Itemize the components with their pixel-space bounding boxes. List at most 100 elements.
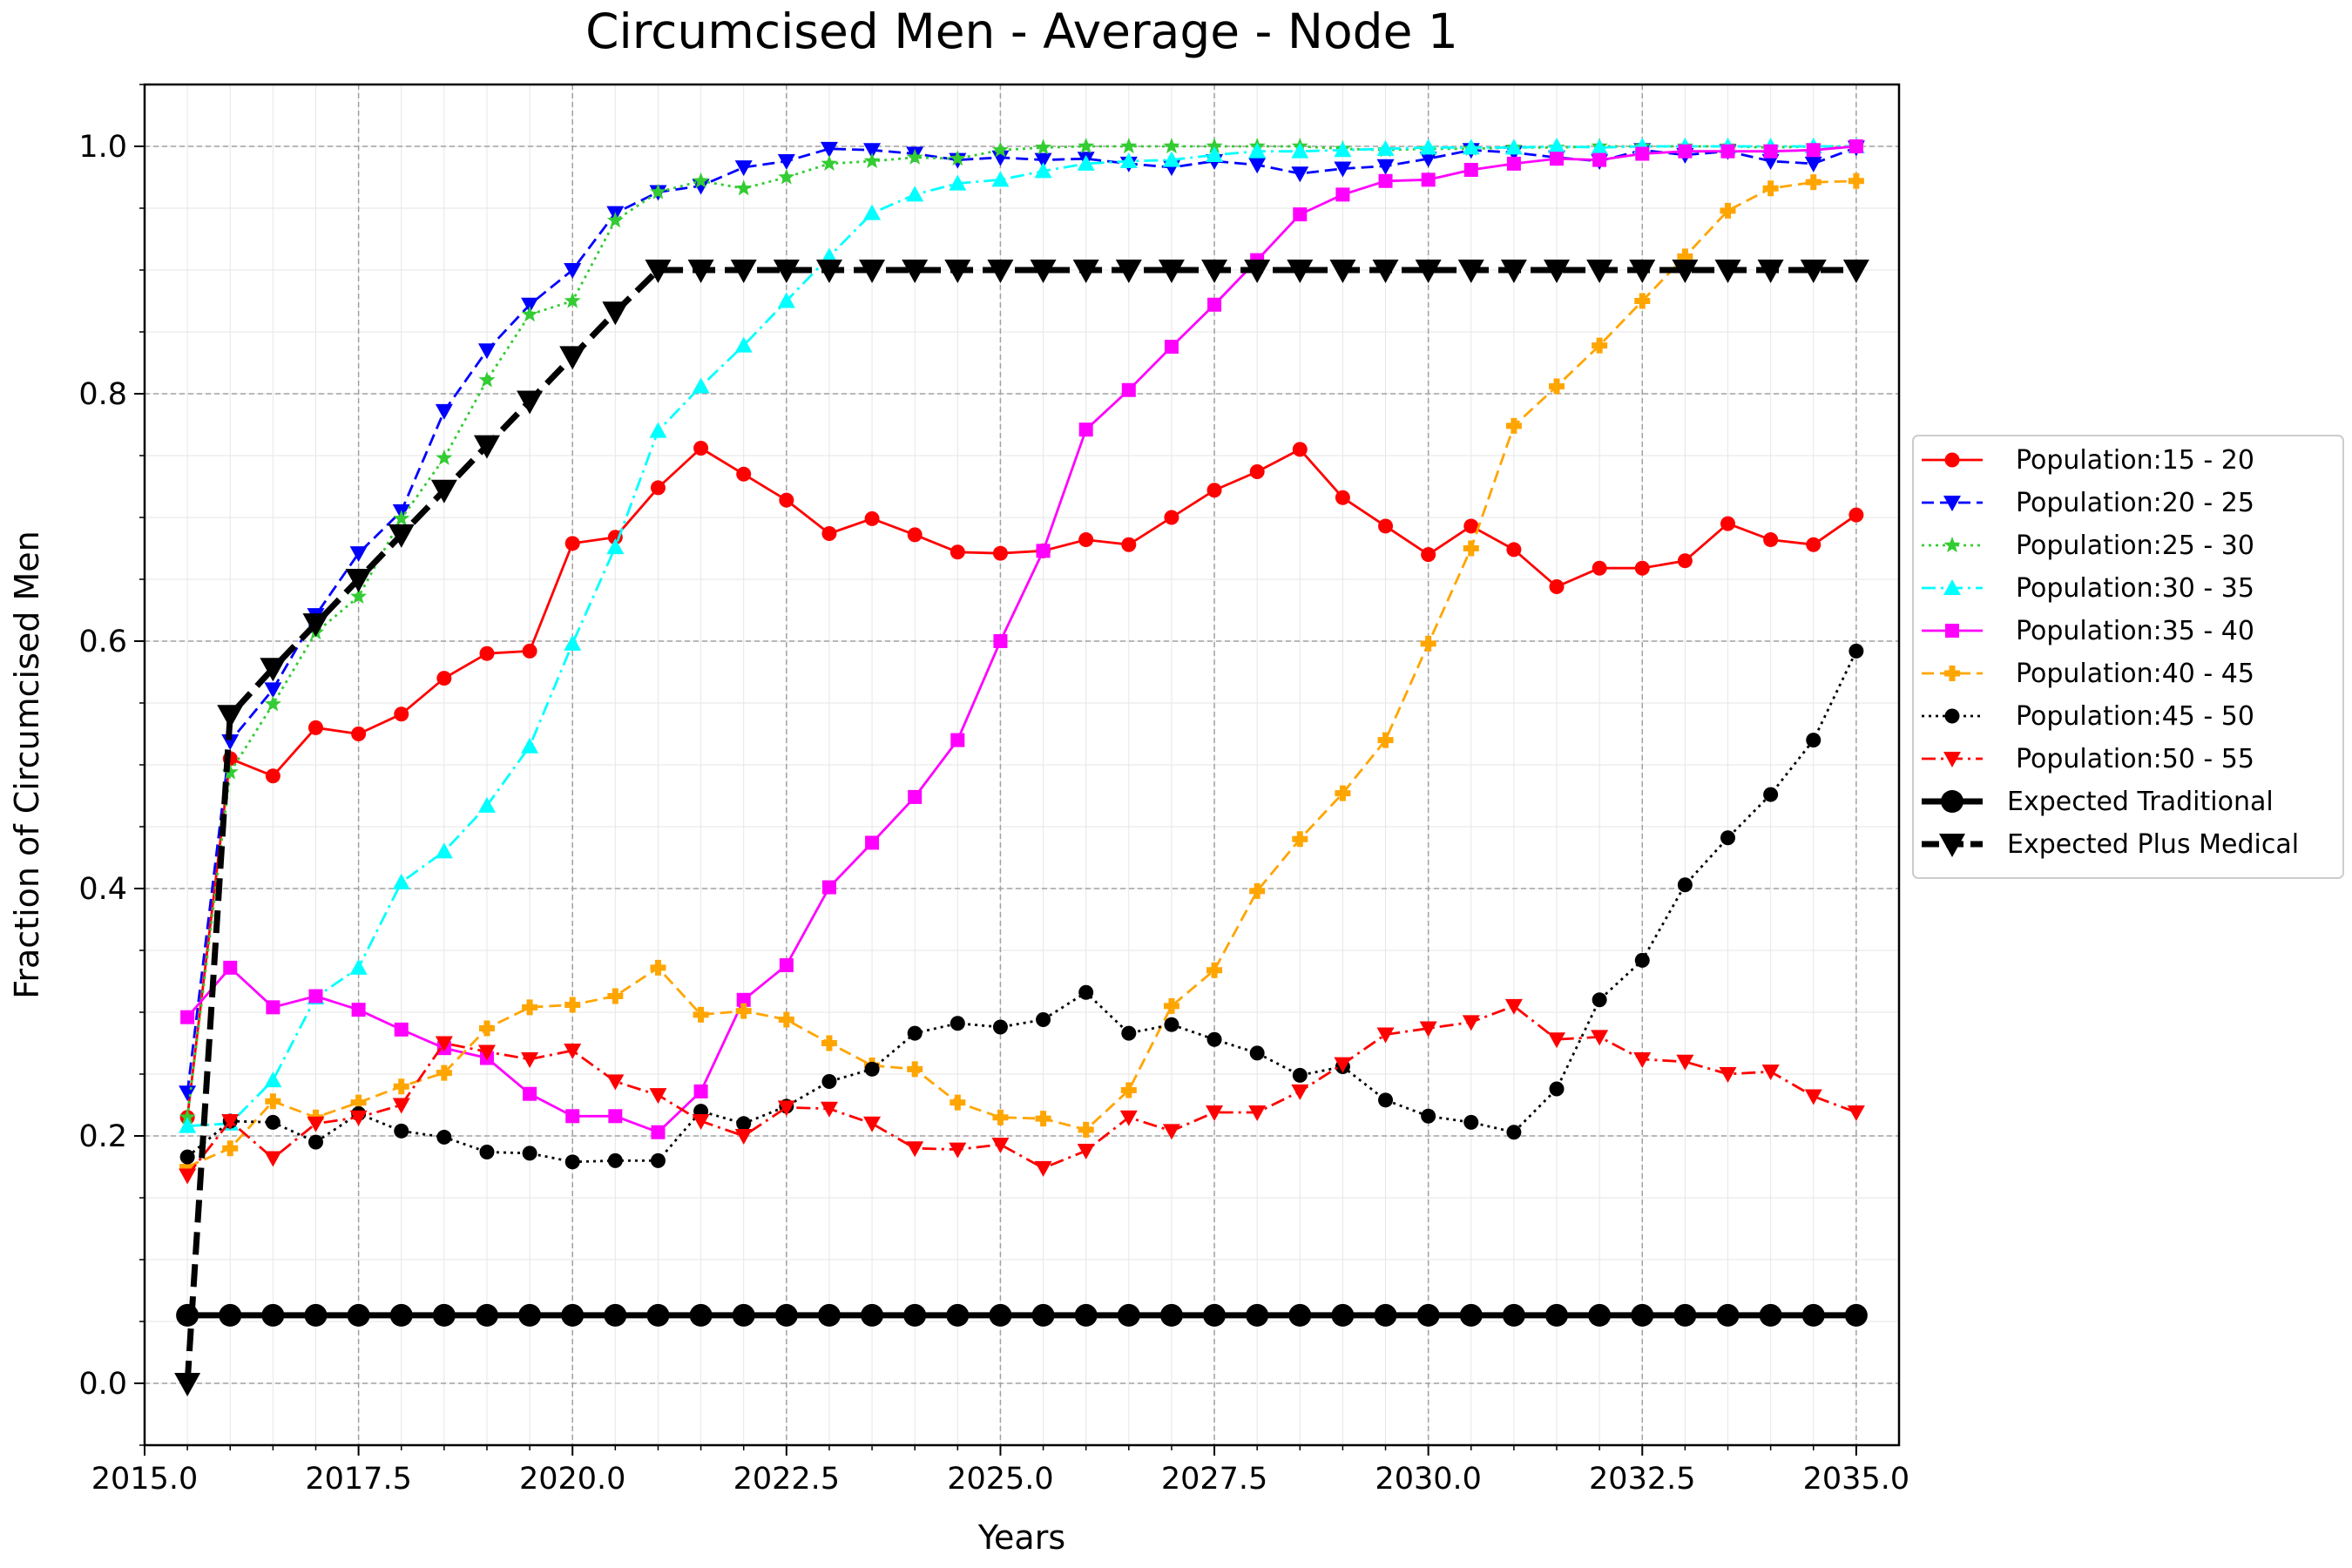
data-point [650, 959, 666, 976]
data-point [1077, 154, 1095, 171]
data-point [1944, 666, 1960, 681]
data-point [1678, 144, 1693, 159]
data-point [950, 1094, 966, 1111]
data-point [1945, 624, 1959, 638]
data-point [1550, 152, 1565, 166]
data-point [392, 873, 410, 889]
data-point [1463, 518, 1479, 534]
data-point [308, 989, 323, 1004]
x-tick-label: 2032.5 [1589, 1462, 1695, 1497]
data-point [1291, 166, 1309, 183]
x-tick-label: 2017.5 [305, 1462, 411, 1497]
series-line [184, 267, 1856, 1384]
data-point [1588, 1303, 1612, 1327]
data-point [1720, 830, 1736, 846]
data-point [1720, 144, 1735, 159]
series-line [186, 145, 1856, 1118]
data-point [821, 1035, 837, 1051]
data-point [949, 150, 966, 166]
data-point [602, 301, 629, 326]
data-point [902, 260, 929, 283]
data-point [522, 643, 537, 659]
data-point [650, 183, 666, 199]
data-point [388, 524, 415, 548]
data-point [523, 1086, 537, 1101]
data-point [435, 842, 453, 859]
data-point [606, 1074, 625, 1091]
data-point [907, 527, 923, 543]
data-point [1548, 138, 1566, 153]
data-point [689, 1303, 713, 1327]
data-point [1635, 146, 1650, 161]
x-tick-label: 2022.5 [733, 1462, 840, 1497]
data-point [777, 154, 795, 171]
data-point [651, 1125, 666, 1139]
data-point [350, 1094, 367, 1111]
data-point [1159, 1303, 1183, 1327]
data-point [1504, 139, 1523, 155]
data-point [1716, 1303, 1740, 1327]
data-point [260, 658, 287, 682]
series-population-50-55 [179, 998, 1865, 1185]
chart-title: Circumcised Men - Average - Node 1 [585, 3, 1458, 59]
data-point [1943, 579, 1961, 595]
data-point [1943, 496, 1961, 511]
data-point [1757, 260, 1784, 283]
data-point [604, 1303, 627, 1327]
data-point [687, 260, 714, 283]
data-point [1848, 643, 1864, 659]
data-point [864, 1061, 880, 1077]
data-point [1291, 1084, 1309, 1100]
data-point [863, 143, 882, 159]
data-point [1633, 1051, 1652, 1068]
data-point [606, 538, 625, 555]
data-point [564, 997, 581, 1013]
data-point [1805, 174, 1821, 191]
data-point [649, 1088, 667, 1105]
data-point [221, 1113, 240, 1130]
legend-label: Population:35 - 40 [2016, 616, 2254, 646]
data-point [564, 1044, 582, 1060]
data-point [1549, 1081, 1565, 1097]
data-point [1592, 560, 1607, 576]
data-point [1806, 143, 1821, 158]
data-point [1762, 180, 1779, 197]
data-point [1634, 952, 1650, 968]
data-point [1673, 1303, 1697, 1327]
data-point [815, 260, 842, 283]
data-point [478, 1020, 495, 1037]
y-tick-label: 0.2 [78, 1119, 127, 1154]
data-point [345, 569, 372, 592]
data-point [1335, 187, 1350, 202]
series-line [187, 145, 1856, 1127]
data-point [1206, 483, 1222, 498]
y-tick-label: 0.6 [78, 625, 127, 659]
data-point [1078, 532, 1094, 548]
data-point [522, 1146, 537, 1161]
data-point [1249, 463, 1265, 479]
data-point [308, 720, 323, 735]
data-point [1034, 1160, 1052, 1177]
data-point [1944, 708, 1960, 724]
data-point [1378, 1092, 1394, 1108]
x-tick-label: 2020.0 [519, 1462, 625, 1497]
data-point [394, 1022, 409, 1037]
data-point [521, 306, 538, 322]
data-point [821, 1074, 837, 1090]
axis-ticks: 2015.0 2017.5 2020.0 2022.5 2025.0 2027.5 2030… [78, 84, 1909, 1497]
data-point [1246, 1303, 1269, 1327]
data-point [1462, 139, 1480, 155]
data-point [1329, 260, 1356, 283]
legend-label: Expected Plus Medical [2007, 829, 2299, 860]
data-point [221, 763, 239, 780]
data-point [1163, 138, 1180, 154]
data-point [1848, 139, 1863, 153]
data-point [521, 297, 539, 314]
data-point [1848, 507, 1864, 523]
data-point [1291, 142, 1309, 159]
data-point [1115, 260, 1142, 283]
legend-label: Population:40 - 45 [2016, 659, 2254, 689]
data-point [1419, 139, 1437, 155]
data-point [779, 958, 794, 973]
data-point [1287, 260, 1314, 283]
